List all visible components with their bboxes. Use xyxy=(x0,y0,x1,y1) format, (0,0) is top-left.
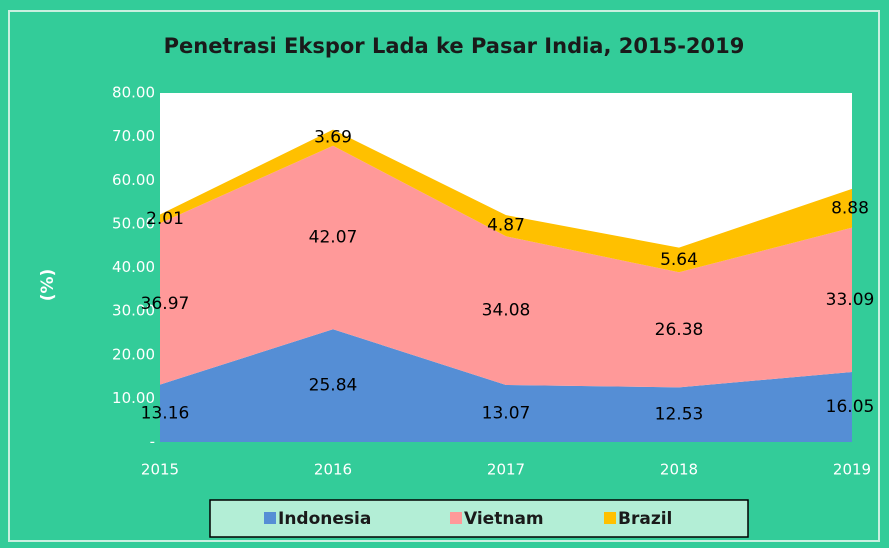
frame xyxy=(8,10,880,542)
data-label: 4.87 xyxy=(487,216,525,236)
chart-title: Penetrasi Ekspor Lada ke Pasar India, 20… xyxy=(164,34,745,58)
legend-swatch xyxy=(264,512,276,524)
y-tick-label: 40.00 xyxy=(112,258,155,276)
legend-label: Brazil xyxy=(618,509,672,529)
legend-swatch xyxy=(450,512,462,524)
y-tick-label: 60.00 xyxy=(112,171,155,189)
y-tick-label: 10.00 xyxy=(112,389,155,407)
x-tick-label: 2016 xyxy=(314,461,352,479)
data-label: 3.69 xyxy=(314,128,352,148)
data-label: 34.08 xyxy=(482,301,531,321)
data-label: 42.07 xyxy=(309,228,358,248)
legend-label: Indonesia xyxy=(278,509,371,529)
y-tick-label: 20.00 xyxy=(112,345,155,363)
area xyxy=(160,145,852,388)
data-label: 33.09 xyxy=(826,290,875,310)
data-label: 12.53 xyxy=(655,405,704,425)
data-label: 26.38 xyxy=(655,320,704,340)
area xyxy=(160,329,852,442)
data-label: 16.05 xyxy=(826,397,875,417)
y-axis-label: (%) xyxy=(38,269,58,302)
data-label: 13.16 xyxy=(141,403,190,423)
y-tick-label: 50.00 xyxy=(112,214,155,232)
legend xyxy=(209,499,749,538)
x-tick-label: 2017 xyxy=(487,461,525,479)
data-label: 25.84 xyxy=(309,376,358,396)
y-tick-label: 70.00 xyxy=(112,127,155,145)
y-tick-label: 80.00 xyxy=(112,84,155,102)
x-tick-label: 2018 xyxy=(660,461,698,479)
data-label: 8.88 xyxy=(831,198,869,218)
x-tick-label: 2019 xyxy=(833,461,871,479)
legend-label: Vietnam xyxy=(464,509,544,529)
data-label: 36.97 xyxy=(141,294,190,314)
data-label: 2.01 xyxy=(146,209,184,229)
y-tick-label: - xyxy=(150,433,155,451)
data-label: 13.07 xyxy=(482,403,531,423)
y-tick-label: 30.00 xyxy=(112,302,155,320)
legend-swatch xyxy=(604,512,616,524)
x-tick-label: 2015 xyxy=(141,461,179,479)
data-label: 5.64 xyxy=(660,250,698,270)
